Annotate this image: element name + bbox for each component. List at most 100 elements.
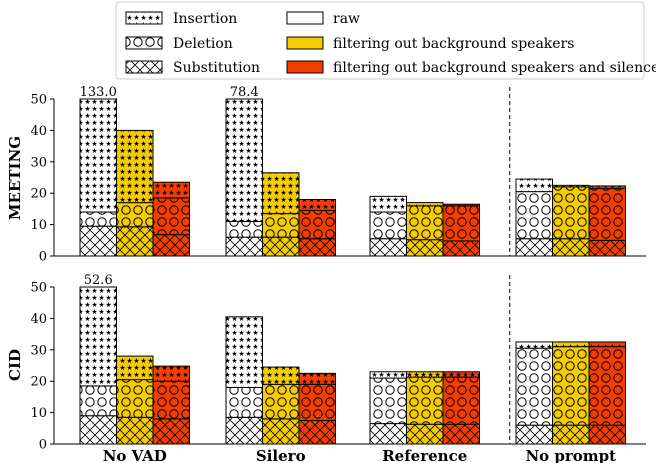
bar-deletion-no-vad-0 (79, 211, 117, 227)
y-tick-label: 40 (30, 124, 47, 139)
bar-substitution-reference-1 (406, 239, 444, 257)
legend-swatch-deletion (125, 36, 163, 50)
bar-deletion-silero-1 (262, 213, 300, 238)
bar-deletion-silero-2 (298, 383, 336, 421)
legend-frame (115, 1, 645, 80)
bar-deletion-no-prompt-0 (515, 191, 553, 240)
bar-deletion-no-vad-2 (152, 380, 190, 420)
clipped-value-label: 133.0 (80, 85, 117, 100)
bar-substitution-reference-2 (442, 423, 480, 445)
legend-label-bg: filtering out background speakers (333, 36, 574, 52)
bar-deletion-reference-1 (406, 205, 444, 241)
bar-insertion-reference-1 (406, 371, 444, 378)
bar-substitution-silero-1 (262, 236, 300, 257)
legend-swatch-bgsil (286, 60, 324, 74)
bar-substitution-reference-2 (442, 240, 480, 257)
bar-deletion-reference-1 (406, 376, 444, 425)
x-category-label: Silero (256, 447, 306, 463)
bar-insertion-silero-0 (225, 98, 263, 222)
bar-substitution-no-vad-0 (79, 415, 117, 445)
bar-insertion-no-vad-2 (152, 365, 190, 382)
legend-label-substitution: Substitution (173, 60, 260, 76)
y-tick-label: 50 (30, 281, 47, 296)
bar-deletion-silero-2 (298, 209, 336, 240)
bar-insertion-no-vad-1 (116, 355, 154, 381)
x-category-label: Reference (382, 447, 467, 463)
bar-deletion-reference-2 (442, 376, 480, 425)
x-category-label: No VAD (103, 447, 167, 463)
bar-deletion-no-vad-1 (116, 202, 154, 228)
bar-substitution-reference-0 (369, 423, 407, 445)
bar-substitution-reference-1 (406, 423, 444, 445)
bar-substitution-no-prompt-2 (588, 239, 626, 257)
bar-insertion-no-prompt-0 (515, 341, 553, 349)
bar-substitution-silero-1 (262, 418, 300, 445)
clipped-value-label: 52.6 (84, 273, 113, 288)
y-tick-label: 20 (30, 375, 47, 390)
y-tick-label: 0 (39, 250, 47, 265)
legend-label-raw: raw (333, 11, 360, 27)
bar-substitution-no-vad-0 (79, 225, 117, 257)
bar-insertion-reference-2 (442, 371, 480, 378)
bar-substitution-no-prompt-1 (552, 424, 590, 445)
bar-substitution-no-vad-1 (116, 416, 154, 445)
bar-deletion-no-prompt-1 (552, 346, 590, 426)
cid-panel: CID 0 10 20 30 40 50 52.6 (6, 273, 646, 453)
legend-label-insertion: Insertion (173, 11, 237, 27)
bar-insertion-reference-0 (369, 371, 407, 379)
bar-deletion-no-prompt-0 (515, 347, 553, 426)
bar-deletion-no-vad-0 (79, 385, 117, 417)
bar-deletion-reference-2 (442, 205, 480, 242)
bar-insertion-no-prompt-1 (552, 341, 590, 348)
bar-insertion-no-prompt-2 (588, 341, 626, 348)
bar-insertion-reference-1 (406, 202, 444, 207)
legend-swatch-substitution (125, 60, 163, 74)
bar-insertion-no-vad-0 (79, 286, 117, 387)
bar-insertion-reference-2 (442, 203, 480, 207)
y-tick-label: 30 (30, 343, 47, 358)
bar-insertion-silero-1 (262, 172, 300, 215)
y-tick-label: 10 (30, 218, 47, 233)
legend-swatch-raw (286, 11, 324, 25)
bar-insertion-no-vad-2 (152, 181, 190, 199)
y-tick-label: 40 (30, 312, 47, 327)
bar-deletion-reference-0 (369, 211, 407, 240)
bar-insertion-no-prompt-1 (552, 184, 590, 188)
bar-substitution-silero-0 (225, 416, 263, 445)
bar-substitution-no-prompt-0 (515, 424, 553, 445)
y-tick-label: 30 (30, 155, 47, 170)
bar-insertion-reference-0 (369, 195, 407, 213)
bar-deletion-no-prompt-2 (588, 187, 626, 241)
bar-substitution-no-vad-2 (152, 418, 190, 445)
legend-label-bgsil: filtering out background speakers and si… (333, 60, 656, 76)
y-tick-label: 0 (39, 438, 47, 453)
bar-insertion-no-prompt-0 (515, 178, 553, 193)
bar-deletion-silero-1 (262, 383, 300, 420)
bar-substitution-silero-2 (298, 238, 336, 257)
meeting-y-axis-label: MEETING (6, 136, 24, 220)
bar-substitution-silero-0 (225, 236, 263, 257)
legend-swatch-insertion (125, 11, 163, 25)
y-tick-label: 50 (30, 93, 47, 108)
bar-insertion-no-vad-0 (79, 98, 117, 213)
y-tick-label: 10 (30, 406, 47, 421)
bar-substitution-no-prompt-1 (552, 238, 590, 257)
bar-deletion-reference-0 (369, 377, 407, 425)
bar-insertion-silero-2 (298, 198, 336, 211)
clipped-value-label: 78.4 (230, 85, 259, 100)
meeting-panel: MEETING 0 10 20 30 40 50 133.0 78.4 (6, 85, 646, 265)
legend: Insertion Deletion Substitution raw filterin… (115, 1, 656, 80)
bar-insertion-no-vad-1 (116, 129, 154, 204)
bar-deletion-no-prompt-2 (588, 346, 626, 426)
bar-insertion-silero-0 (225, 316, 263, 388)
cid-y-axis-label: CID (6, 349, 24, 381)
bar-deletion-no-vad-1 (116, 379, 154, 418)
bar-insertion-silero-2 (298, 372, 336, 385)
bar-substitution-silero-2 (298, 419, 336, 445)
bar-substitution-no-vad-2 (152, 234, 190, 257)
bar-deletion-no-vad-2 (152, 197, 190, 236)
x-axis-categories: No VAD Silero Reference No prompt (103, 447, 616, 463)
bar-substitution-no-prompt-2 (588, 424, 626, 445)
bar-deletion-no-prompt-1 (552, 186, 590, 240)
